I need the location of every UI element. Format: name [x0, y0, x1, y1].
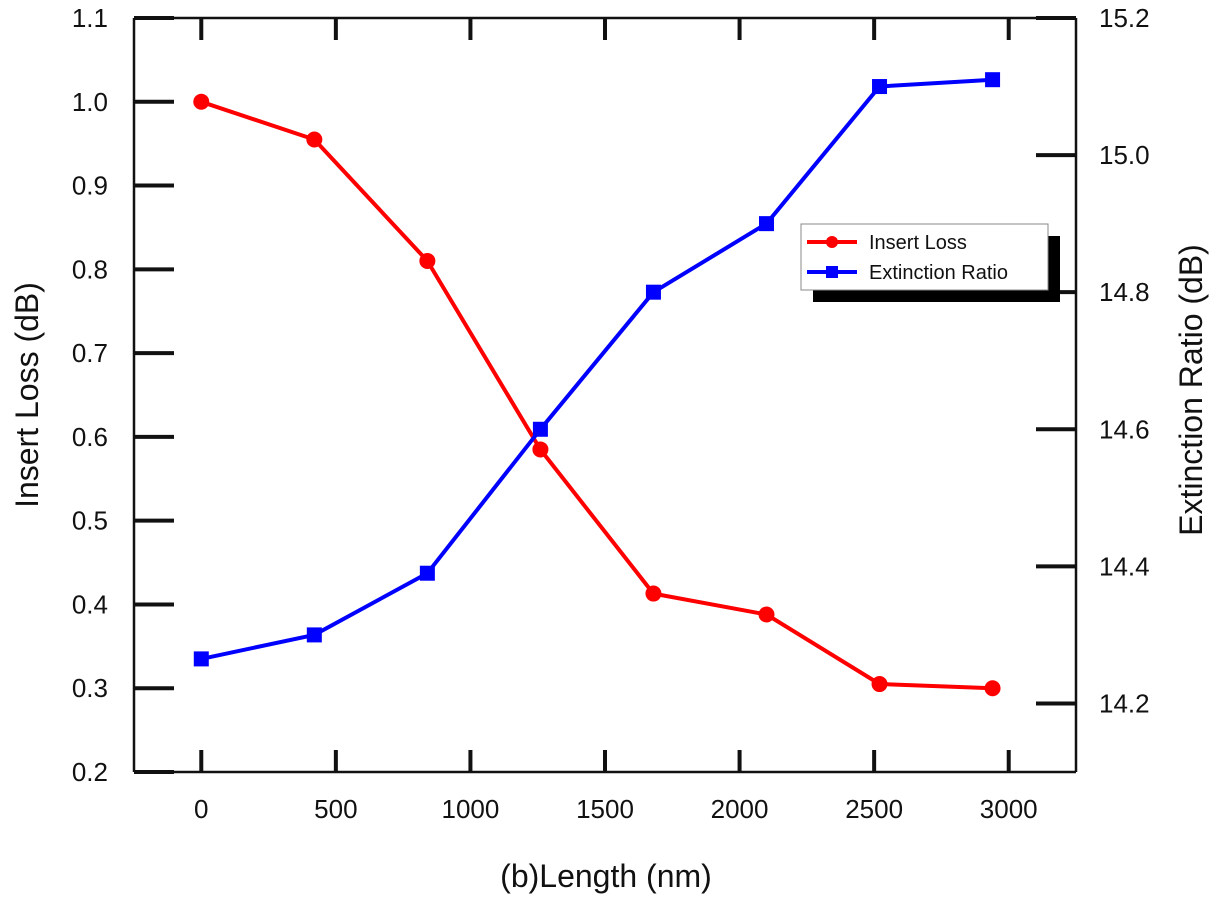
data-point [306, 627, 322, 643]
legend-entry: Insert Loss [807, 232, 967, 254]
y-left-tick-label: 0.9 [72, 171, 108, 201]
y-right-tick-label: 14.8 [1099, 277, 1150, 307]
y-right-axis-title: Extinction Ratio (dB) [1173, 244, 1209, 536]
y-left-axis-title: Insert Loss (dB) [9, 282, 45, 508]
y-left-tick-label: 0.4 [72, 589, 108, 619]
data-point [758, 216, 774, 232]
legend: Insert Loss Extinction Ratio [800, 223, 1060, 302]
legend-label: Extinction Ratio [869, 262, 1008, 284]
legend-label: Insert Loss [869, 232, 967, 254]
y-right-tick-label: 14.6 [1099, 414, 1150, 444]
y-left-tick-label: 0.2 [72, 757, 108, 787]
y-left-tick-label: 1.0 [72, 87, 108, 117]
legend-box [800, 223, 1049, 291]
data-point [306, 131, 323, 148]
data-point [758, 606, 775, 623]
data-point [419, 565, 435, 581]
data-point [645, 585, 662, 602]
x-tick-label: 500 [314, 794, 357, 824]
data-point [645, 284, 661, 300]
y-left-tick-label: 1.1 [72, 3, 108, 33]
x-tick-label: 0 [194, 794, 208, 824]
legend-swatch-marker [826, 236, 838, 248]
y-right-tick-label: 15.0 [1099, 140, 1150, 170]
series-line [200, 99, 993, 691]
x-axis-title: (b)Length (nm) [500, 858, 712, 894]
data-point [872, 79, 888, 95]
y-left-tick-label: 0.8 [72, 254, 108, 284]
axes: 0 500 1000 1500 2000 2500 3000 0.2 0.3 0.4 0.5 0.6 0… [9, 3, 1209, 894]
x-tick-label: 3000 [980, 794, 1038, 824]
legend-swatch-marker [826, 266, 838, 278]
y-right-tick-label: 15.2 [1099, 3, 1150, 33]
y-left-tick-label: 0.6 [72, 422, 108, 452]
series-1 [193, 72, 1001, 667]
x-tick-label: 2500 [845, 794, 903, 824]
data-point [419, 252, 436, 269]
series-line [200, 77, 993, 661]
y-right-tick-label: 14.4 [1099, 551, 1150, 581]
y-right-tick-label: 14.2 [1099, 688, 1150, 718]
y-left-tick-label: 0.3 [72, 673, 108, 703]
x-tick-label: 1500 [576, 794, 634, 824]
legend-entry: Extinction Ratio [807, 262, 1008, 284]
data-point [532, 421, 548, 437]
x-tick-label: 1000 [442, 794, 500, 824]
data-point [984, 680, 1001, 697]
y-left-tick-label: 0.7 [72, 338, 108, 368]
series-0 [193, 93, 1001, 697]
data-point [985, 72, 1001, 88]
x-tick-label: 2000 [711, 794, 769, 824]
y-left-tick-label: 0.5 [72, 506, 108, 536]
series-layer [193, 72, 1001, 697]
data-point [871, 676, 888, 693]
data-point [532, 441, 549, 458]
data-point [193, 93, 210, 110]
data-point [193, 651, 209, 667]
